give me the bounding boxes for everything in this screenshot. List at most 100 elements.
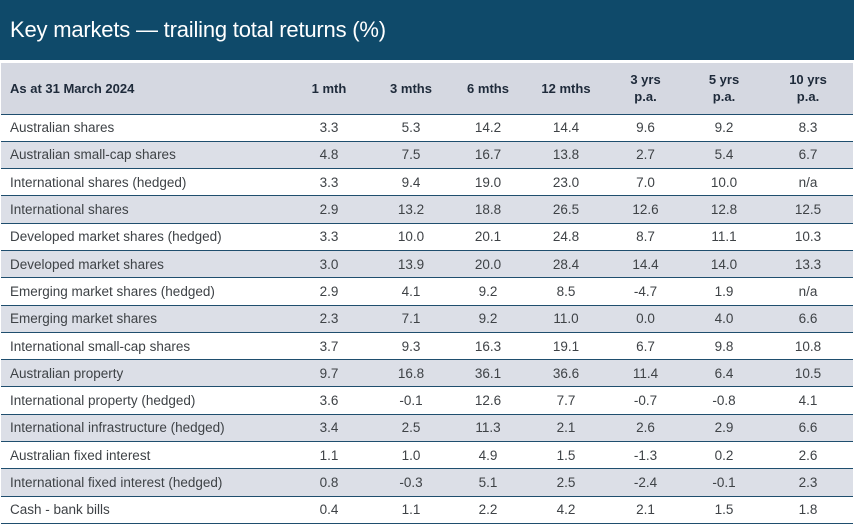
return-value-cell: 0.4 [319,502,339,518]
return-value-cell: 7.0 [636,174,655,190]
return-value-cell: 0.2 [714,447,734,463]
return-value-cell: 2.1 [636,502,655,518]
return-value-cell: -0.7 [633,393,658,409]
return-value-cell: 7.7 [556,393,576,409]
return-value-cell: 6.6 [798,311,818,327]
return-value-cell: 1.0 [401,447,421,463]
return-value-cell: 7.1 [401,311,421,327]
return-value-cell: 0.0 [636,311,655,327]
market-name-cell: Emerging market shares [10,311,158,327]
return-value-cell: 2.5 [401,420,421,436]
return-value-cell: 2.7 [636,147,655,163]
column-header-3yrs: 3 yrs p.a. [630,72,661,105]
as-at-header: As at 31 March 2024 [10,80,135,96]
table-header-row: As at 31 March 2024 1 mth 3 mths 6 mths … [1,63,853,114]
table-row: International shares 2.9 13.2 18.8 26.5 12.6 1… [1,195,853,224]
table-row: Developed market shares 3.0 13.9 20.0 28.4 14… [1,250,853,278]
return-value-cell: 1.5 [714,502,734,518]
return-value-cell: 2.3 [319,311,339,327]
return-value-cell: 1.1 [319,447,339,463]
return-value-cell: 2.1 [556,420,576,436]
return-value-cell: 14.2 [474,120,502,136]
return-value-cell: 16.3 [474,338,502,354]
page-title: Key markets — trailing total returns (%) [10,17,386,42]
return-value-cell: 9.3 [401,338,421,354]
market-name-cell: International infrastructure (hedged) [10,420,225,436]
table-row: Emerging market shares 2.3 7.1 9.2 11.0 0.0 4.… [1,305,853,333]
market-name-cell: International property (hedged) [10,393,196,409]
table-row: International fixed interest (hedged) 0.8… [1,468,853,497]
return-value-cell: 4.2 [556,502,576,518]
column-header-12mths: 12 mths [541,80,591,96]
return-value-cell: 2.5 [556,475,576,490]
market-name-cell: Australian small-cap shares [10,147,176,163]
return-value-cell: 11.3 [475,420,501,436]
return-value-cell: 12.5 [794,202,822,218]
return-value-cell: 9.2 [478,283,498,299]
returns-table: As at 31 March 2024 1 mth 3 mths 6 mths … [1,63,853,524]
return-value-cell: 4.8 [319,147,339,163]
return-value-cell: 23.0 [552,174,580,190]
return-value-cell: 12.8 [710,202,738,218]
table-row: Australian small-cap shares 4.8 7.5 16.7 13.… [1,141,853,169]
return-value-cell: 3.4 [319,420,339,436]
return-value-cell: 9.2 [714,120,734,136]
return-value-cell: 4.9 [478,447,498,463]
return-value-cell: 18.8 [474,202,502,218]
return-value-cell: -2.4 [633,475,658,490]
return-value-cell: 10.8 [794,338,822,354]
return-value-cell: 2.3 [798,475,818,490]
return-value-cell: 11.1 [711,229,737,245]
return-value-cell: 3.7 [319,338,339,354]
return-value-cell: 3.3 [319,174,339,190]
return-value-cell: 2.9 [319,202,339,218]
return-value-cell: 3.3 [319,120,339,136]
return-value-cell: 16.7 [474,147,502,163]
market-name-cell: Cash - bank bills [10,502,110,518]
return-value-cell: 14.4 [632,256,659,272]
table-row: Emerging market shares (hedged) 2.9 4.1 9.2… [1,277,853,306]
return-value-cell: 3.3 [319,229,339,245]
market-name-cell: Emerging market shares (hedged) [10,283,215,299]
return-value-cell: 9.8 [714,338,734,354]
return-value-cell: 14.4 [552,120,580,136]
return-value-cell: 7.5 [401,147,421,163]
table-row: International property (hedged) 3.6 -0.1 12… [1,386,853,415]
return-value-cell: 13.9 [397,256,425,272]
table-row: International infrastructure (hedged) 3.4… [1,414,853,442]
return-value-cell: -0.3 [399,475,423,490]
return-value-cell: 13.8 [552,147,580,163]
return-value-cell: 6.4 [714,365,734,381]
return-value-cell: 20.0 [474,256,502,272]
return-value-cell: 4.0 [714,311,734,327]
return-value-cell: 12.6 [474,393,502,409]
table-row: Developed market shares (hedged) 3.3 10.0 2… [1,223,853,251]
column-header-3mths: 3 mths [390,80,432,96]
return-value-cell: 4.1 [798,393,818,409]
market-name-cell: International fixed interest (hedged) [10,475,223,490]
return-value-cell: 36.6 [552,365,580,381]
return-value-cell: 14.0 [710,256,738,272]
return-value-cell: 20.1 [474,229,502,245]
table-row: International small-cap shares 3.7 9.3 16.3… [1,332,853,360]
return-value-cell: 2.6 [798,447,818,463]
return-value-cell: 19.1 [552,338,580,354]
return-value-cell: 16.8 [397,365,425,381]
market-name-cell: Developed market shares (hedged) [10,229,222,245]
return-value-cell: 9.4 [401,174,421,190]
return-value-cell: 1.9 [714,283,734,299]
market-name-cell: Australian property [10,365,124,381]
table-row: Cash - bank bills 0.4 1.1 2.2 4.2 2.1 1.5 1.8 [1,496,853,524]
return-value-cell: 6.7 [636,338,655,354]
return-value-cell: 24.8 [552,229,580,245]
market-name-cell: Developed market shares [10,256,164,272]
table-body: Australian shares 3.3 5.3 14.2 14.4 9.6 9.2 8.3… [1,114,853,524]
return-value-cell: 2.9 [714,420,734,436]
return-value-cell: 12.6 [632,202,659,218]
column-header-6mths: 6 mths [467,80,509,96]
return-value-cell: -0.8 [712,393,736,409]
return-value-cell: 8.5 [556,283,576,299]
column-header-5yrs: 5 yrs p.a. [708,72,740,105]
return-value-cell: 13.3 [794,256,822,272]
market-name-cell: Australian shares [10,120,115,136]
